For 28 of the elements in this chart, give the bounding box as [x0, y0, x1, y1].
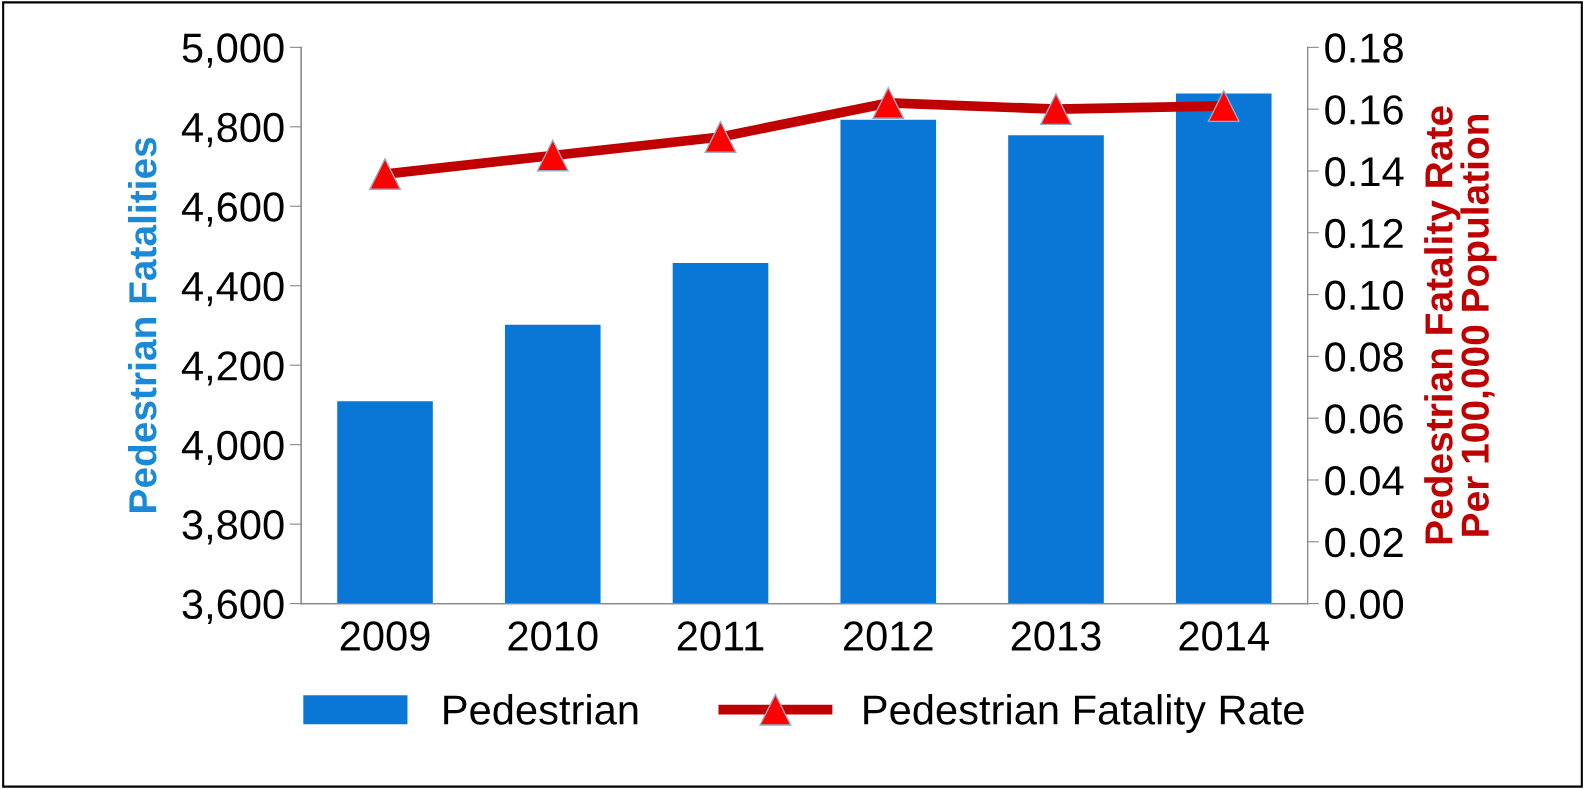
x-tick-label: 2011	[677, 621, 764, 651]
y2-axis-title: Pedestrian Fatality Rate Per 100,000 Population	[1424, 106, 1497, 544]
y2-tick-label: 0.14	[1325, 156, 1404, 187]
y2-tick-label: 0.00	[1325, 589, 1404, 620]
x-tick-label: 2013	[1011, 621, 1101, 651]
y2-tick-label: 0.12	[1325, 218, 1403, 249]
y-tick-label: 3,800	[182, 510, 284, 545]
y-tick-label: 4,200	[181, 351, 284, 386]
y2-tick-label: 0.10	[1325, 280, 1404, 311]
y-tick-label: 5,000	[182, 33, 284, 68]
y2-tick-label: 0.08	[1325, 342, 1403, 372]
y-tick-label: 4,400	[181, 271, 284, 307]
y-tick-label: 4,000	[181, 430, 284, 466]
legend-label: Pedestrian Fatality Rate	[864, 694, 1304, 733]
x-tick-label: 2009	[340, 621, 430, 651]
y2-tick-label: 0.16	[1325, 95, 1403, 125]
x-tick-label: 2010	[508, 621, 598, 651]
y-tick-label: 4,600	[181, 192, 284, 227]
y2-tick-label: 0.18	[1325, 33, 1403, 63]
x-tick-label: 2014	[1179, 621, 1269, 651]
y-tick-label: 4,800	[181, 112, 284, 148]
y2-tick-label: 0.06	[1325, 404, 1403, 434]
y-tick-label: 3,600	[182, 589, 284, 625]
x-tick-label: 2012	[844, 621, 933, 651]
legend-label: Pedestrian	[444, 694, 638, 725]
y2-tick-label: 0.02	[1325, 527, 1403, 558]
y-axis-title: Pedestrian Fatalities	[128, 137, 157, 512]
y2-tick-label: 0.04	[1325, 465, 1404, 496]
